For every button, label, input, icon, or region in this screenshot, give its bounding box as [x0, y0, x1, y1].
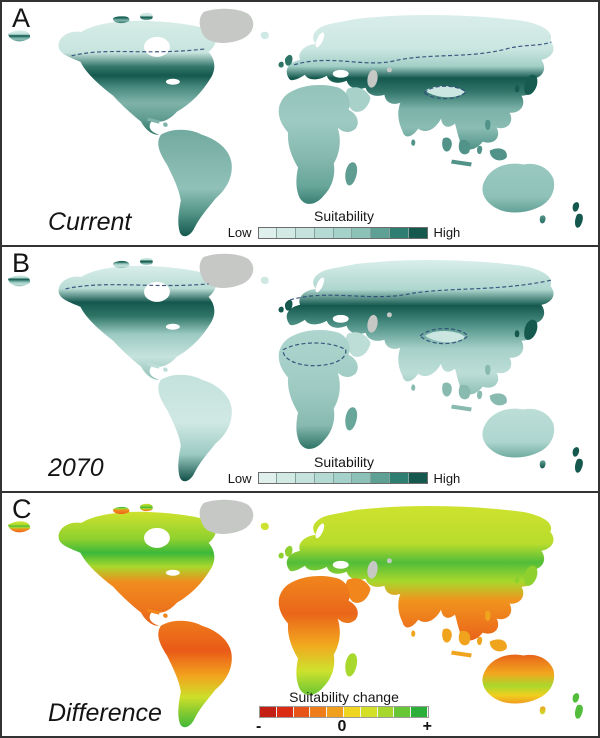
legend-low-label: Low	[227, 470, 252, 486]
range-boundary-dashed-line	[293, 41, 552, 66]
panel-letter: B	[12, 248, 31, 279]
suitability-colorbar	[257, 226, 428, 239]
zero-label: 0	[337, 717, 347, 735]
range-boundary-dashed-line	[289, 279, 553, 301]
range-boundary-dashed-line	[65, 283, 209, 290]
panel-letter: A	[12, 3, 31, 33]
legend-high-label: High	[433, 470, 461, 486]
panel-caption: 2070	[48, 453, 104, 482]
legend-title: Suitability	[314, 208, 374, 225]
panel-caption: Current	[48, 208, 132, 237]
suitability-colorbar	[257, 472, 428, 485]
world-map-current	[7, 8, 583, 237]
panel-letter: C	[12, 493, 32, 524]
legend-low-label: Low	[227, 225, 252, 241]
legend-suitability: Suitability Low High	[224, 454, 464, 486]
panel-c-difference: C Difference Suitability change - 0 +	[2, 490, 598, 736]
legend-title: Suitability change	[289, 688, 399, 705]
change-colorbar	[259, 705, 429, 718]
legend-title: Suitability	[314, 453, 374, 470]
sahara-boundary-dashed-loop	[282, 342, 347, 367]
panel-caption: Difference	[48, 698, 162, 727]
world-map-2070	[7, 254, 583, 482]
panel-b-2070: B 2070 Suitability Low High	[2, 245, 598, 491]
tibet-boundary-dashed-loop	[419, 328, 469, 345]
plus-label: +	[422, 717, 432, 735]
panel-a-current: A Current Suitability Low High	[2, 2, 598, 246]
legend-high-label: High	[433, 225, 461, 241]
legend-suitability-change: Suitability change - 0 +	[224, 689, 464, 735]
legend-suitability: Suitability Low High	[224, 208, 464, 240]
minus-label: -	[256, 717, 262, 735]
